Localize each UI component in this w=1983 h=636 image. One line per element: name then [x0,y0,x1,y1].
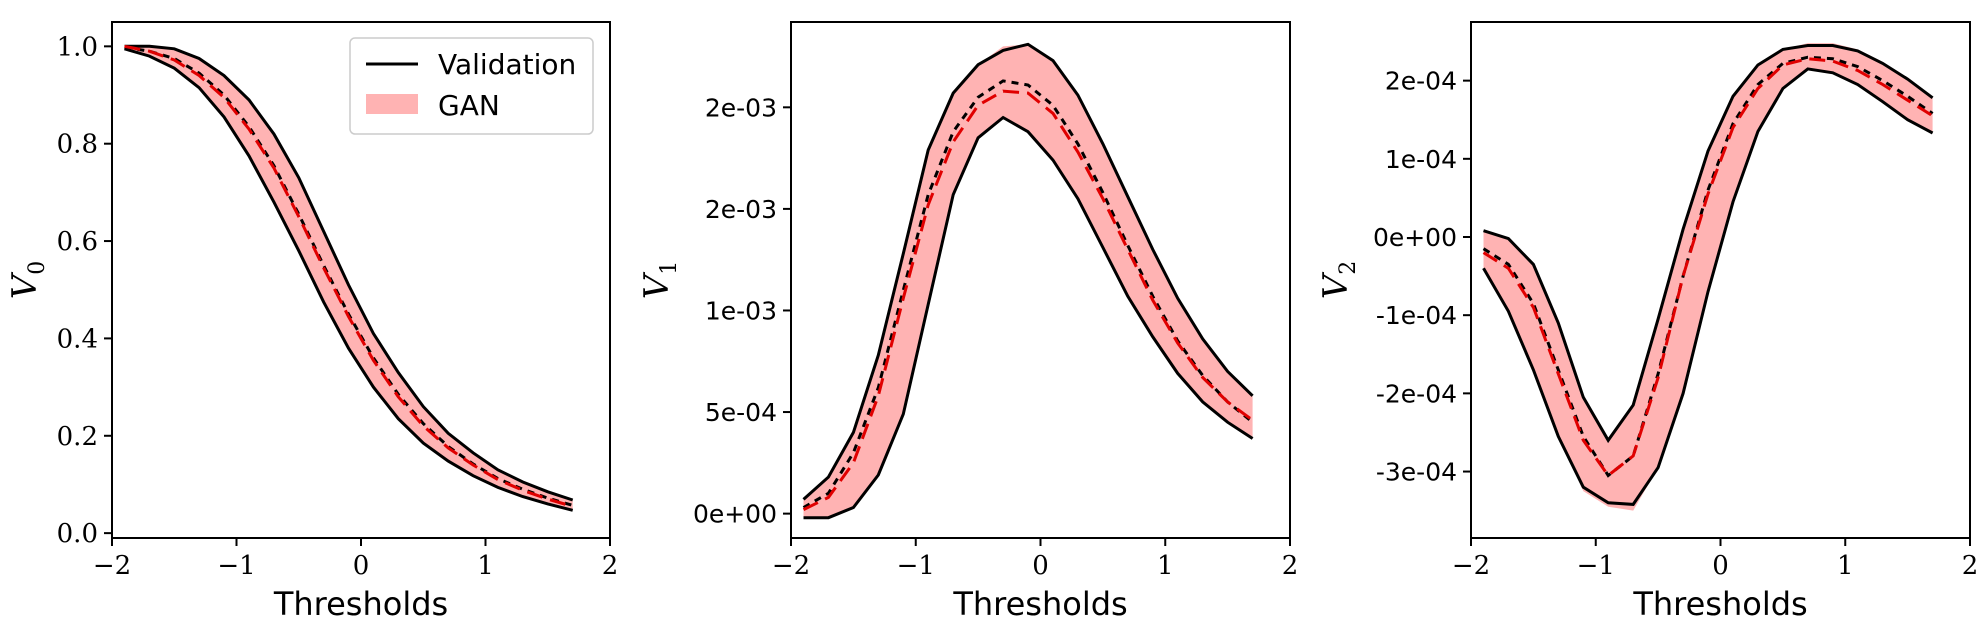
y-tick-label: 5e-04 [705,398,777,427]
x-tick-label: 0 [1032,551,1049,581]
y-axis-label-subscript: 1 [657,261,682,275]
x-tick-label: −2 [1452,551,1490,581]
x-axis-label: Thresholds [1632,585,1807,623]
y-tick-label: 0e+00 [693,500,777,529]
y-tick-label: 1e-03 [705,296,777,325]
subplot-v1: −2 −1 0 1 2 0e+00 5e-04 1e-03 2e-03 2e-03 Threshol… [637,21,1299,623]
x-tick-label: 2 [1282,551,1299,581]
y-tick-label: 2e-03 [705,195,777,224]
gan-mean-line [1482,57,1934,478]
x-tick-label: 0 [1712,551,1729,581]
y-tick-label: -2e-04 [1376,379,1457,408]
validation-upper-line [802,42,1254,501]
y-tick-label: 2e-03 [705,93,777,122]
legend-gan-label: GAN [438,89,500,122]
y-axis-label: V1 [637,261,682,300]
x-tick-label: 1 [1157,551,1174,581]
y-tick-label: 0.2 [57,422,98,452]
y-tick-label: 0.8 [57,130,98,160]
x-tick-label: 1 [1837,551,1854,581]
y-tick-label: 0.6 [57,227,98,257]
subplot-v0: −2 −1 0 1 20.00.20.40.60.81.0ThresholdsV0Val… [5,21,619,623]
validation-upper-line [1483,44,1934,444]
y-axis-label-main: V [637,271,677,299]
x-tick-label: −1 [217,551,255,581]
y-tick-label: -1e-04 [1376,301,1457,330]
y-axis-label: V2 [1316,261,1361,300]
x-tick-label: 2 [1962,551,1979,581]
x-tick-label: 0 [353,551,370,581]
y-axis-label-main: V [1316,271,1356,299]
validation-lower-line [124,47,574,512]
x-tick-label: 2 [602,551,619,581]
legend-validation-label: Validation [438,48,576,81]
gan-mean-line [802,89,1254,511]
x-axis-label: Thresholds [273,585,448,623]
x-tick-label: −1 [897,551,935,581]
y-axis-label: V0 [5,261,50,300]
subplot-v2: −2 −1 0 1 2 -3e-04 -2e-04 -1e-04 0e+00 1e-04 2e-04… [1316,21,1979,623]
y-axis-label-subscript: 2 [1336,261,1361,275]
y-tick-label: 2e-04 [1385,67,1457,96]
validation-lower-line [1482,67,1934,506]
y-axis-label-subscript: 0 [25,261,50,275]
x-tick-label: 1 [477,551,494,581]
gan-band [803,44,1253,518]
validation-mean-line [1482,55,1934,478]
x-axis-label: Thresholds [952,585,1127,623]
legend: Validation GAN [349,37,594,135]
y-tick-label: -3e-04 [1376,458,1457,487]
gan-band [1483,43,1933,511]
validation-lower-line [803,115,1254,520]
gan-mean-line [124,44,574,508]
x-tick-label: −1 [1577,551,1615,581]
validation-upper-line [124,44,574,502]
legend-gan-swatch [366,94,418,114]
x-tick-label: −2 [772,551,810,581]
y-tick-label: 0.0 [57,519,98,549]
x-tick-label: −2 [93,551,131,581]
y-tick-label: 0.4 [57,324,98,354]
y-tick-label: 1.0 [57,32,98,62]
y-tick-label: 1e-04 [1385,145,1457,174]
y-tick-label: 0e+00 [1373,223,1457,252]
y-axis-label-main: V [5,271,45,299]
